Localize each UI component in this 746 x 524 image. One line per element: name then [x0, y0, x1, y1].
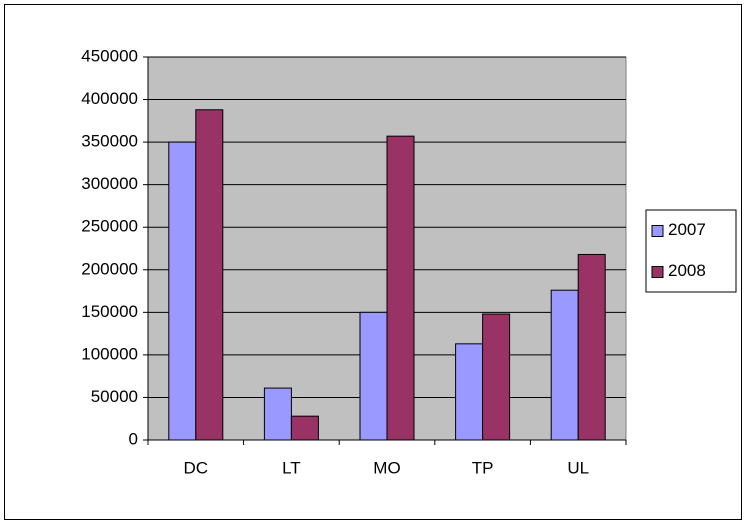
- x-tick-label: TP: [472, 458, 494, 477]
- y-tick-label: 250000: [81, 217, 138, 236]
- x-tick-label: MO: [373, 458, 400, 477]
- bar: [290, 415, 319, 441]
- y-tick-label: 450000: [81, 46, 138, 65]
- y-tick-label: 100000: [81, 344, 138, 363]
- bar: [359, 311, 388, 441]
- y-tick-label: 200000: [81, 259, 138, 278]
- x-tick-label: LT: [282, 458, 301, 477]
- y-tick-label: 150000: [81, 302, 138, 321]
- legend-swatch: [651, 266, 664, 278]
- bar: [577, 253, 606, 441]
- bar: [168, 141, 197, 441]
- y-tick-label: 350000: [81, 132, 138, 151]
- bar: [455, 343, 484, 441]
- legend-swatch: [651, 225, 664, 237]
- y-tick-label: 400000: [81, 89, 138, 108]
- bar: [482, 313, 511, 441]
- bar: [263, 387, 292, 441]
- bar: [550, 289, 579, 441]
- y-tick-label: 0: [129, 429, 138, 448]
- bar: [386, 135, 415, 441]
- x-tick-label: DC: [184, 458, 209, 477]
- legend-box: [645, 209, 737, 293]
- legend-label: 2007: [668, 220, 706, 239]
- y-tick-label: 300000: [81, 174, 138, 193]
- y-tick-label: 50000: [91, 387, 138, 406]
- bar: [195, 109, 224, 441]
- legend-label: 2008: [668, 261, 706, 280]
- x-tick-label: UL: [567, 458, 589, 477]
